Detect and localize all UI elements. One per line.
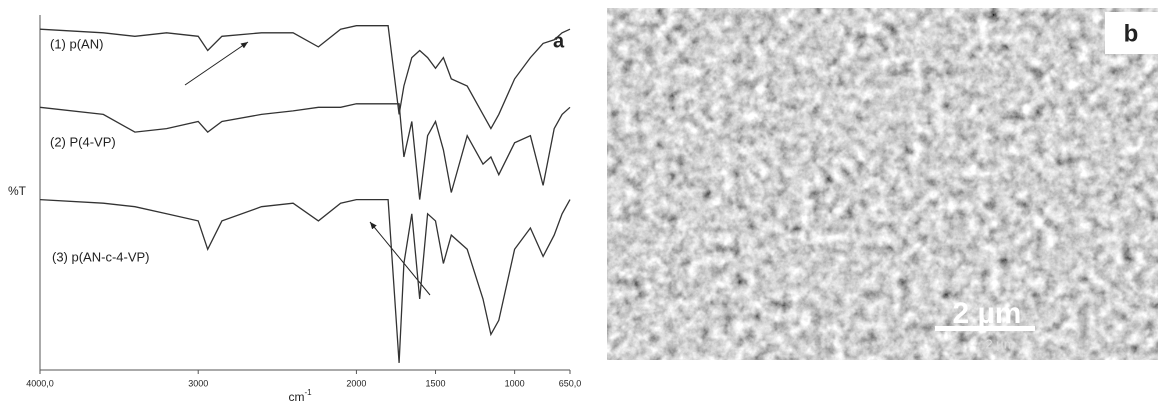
x-label-sup: -1 — [304, 388, 312, 397]
y-label: %T — [8, 184, 27, 198]
x-label: cm-1 — [288, 388, 312, 404]
scale-text: 2 µm — [985, 336, 1014, 351]
sem-panel: b 2 µm 2 µm — [607, 8, 1158, 360]
arrow — [184, 41, 249, 86]
scale-bar-label: 2 µm — [953, 297, 1022, 330]
panel-label: b — [1124, 20, 1139, 47]
x-label-base: cm — [288, 390, 304, 404]
x-tick-label: 1500 — [426, 378, 446, 388]
panel-label: a — [553, 30, 565, 52]
series-label: (3) p(AN-c-4-VP) — [52, 249, 150, 264]
x-tick-label: 2000 — [346, 378, 366, 388]
spectrum-line — [39, 25, 571, 130]
spectrum-line — [39, 103, 571, 200]
x-tick-label: 3000 — [188, 378, 208, 388]
spectrum-panel: %T cm-1 a 4000,0 3000 2000 1500 1000 650,0 (1)… — [8, 15, 581, 404]
spectrum-line — [39, 198, 571, 363]
arrow — [369, 221, 431, 296]
x-tick-label: 1000 — [505, 378, 525, 388]
scale-bar — [935, 326, 1035, 331]
label-box — [1105, 12, 1158, 54]
sem-image — [607, 8, 1158, 360]
series-label: (1) p(AN) — [50, 36, 103, 51]
x-tick-label: 4000,0 — [26, 378, 54, 388]
series-label: (2) P(4-VP) — [50, 134, 116, 149]
x-tick-label: 650,0 — [559, 378, 582, 388]
